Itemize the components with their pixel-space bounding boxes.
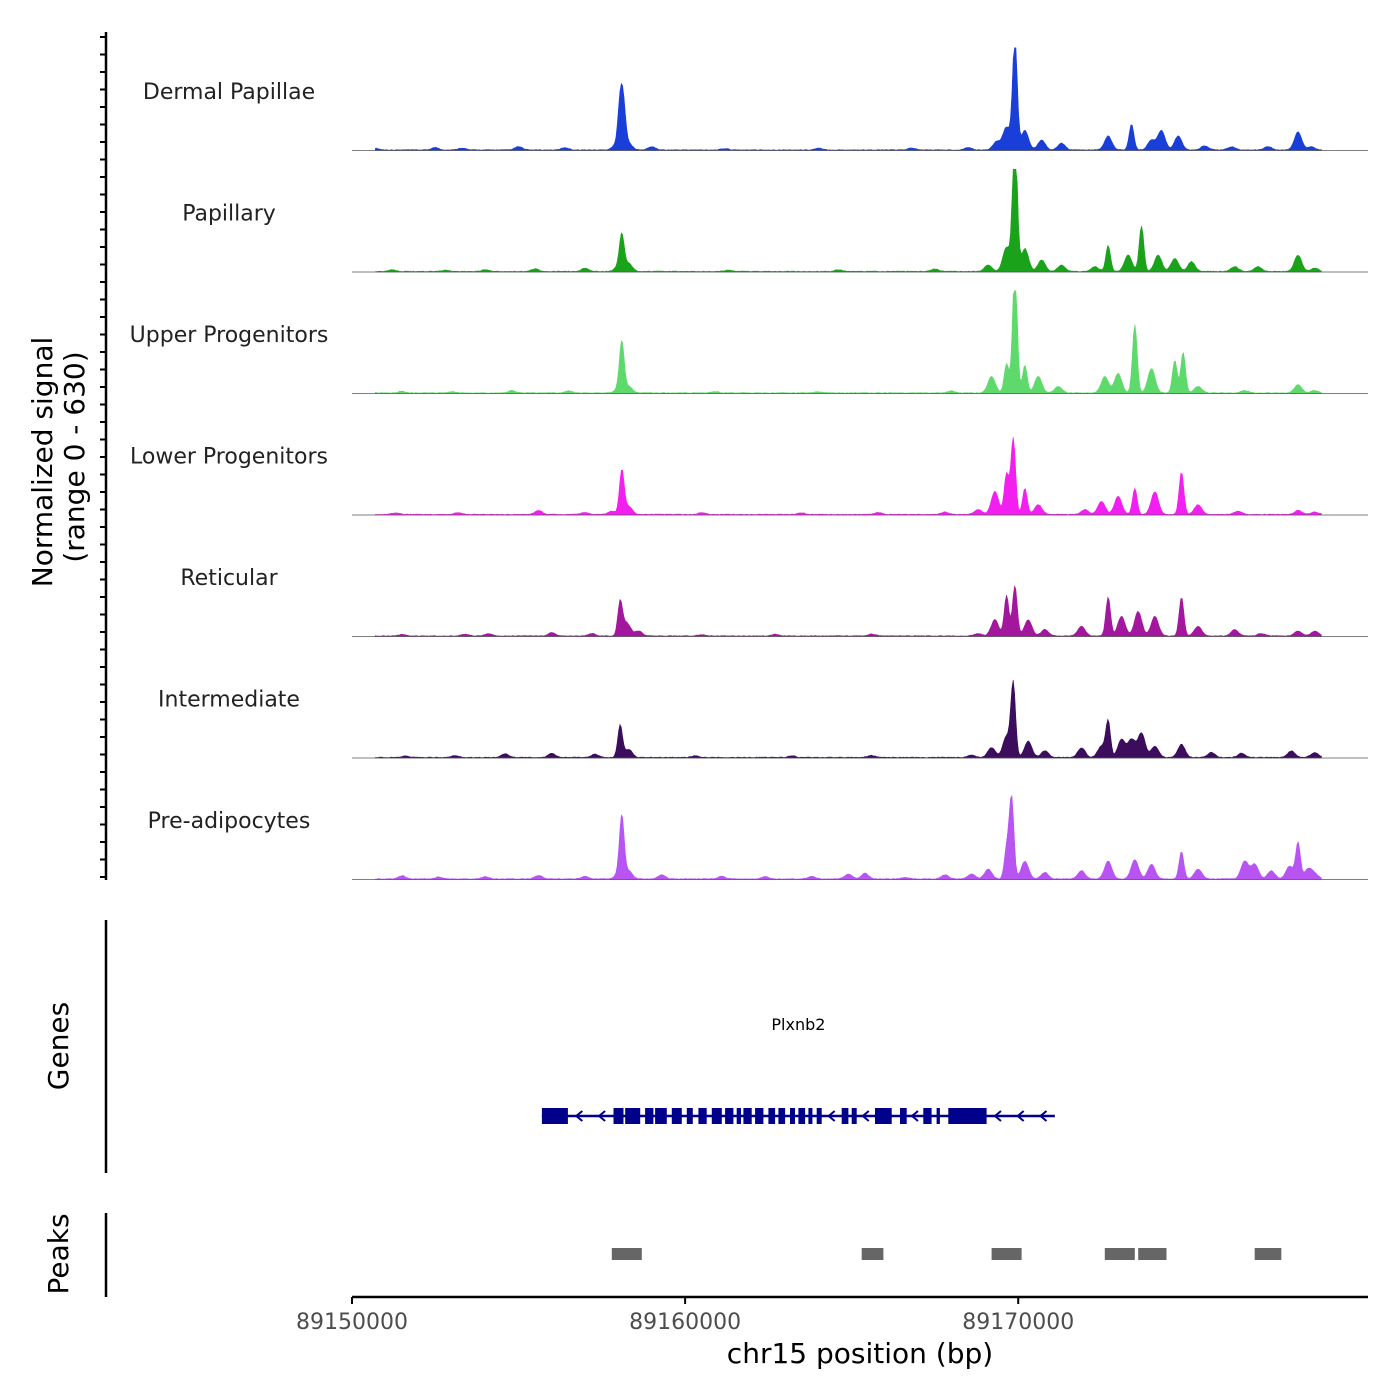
gene-exon (625, 1108, 641, 1124)
track-5: Intermediate (158, 679, 1368, 759)
gene-exon (671, 1108, 682, 1124)
track-label: Lower Progenitors (130, 445, 328, 470)
gene-exon (755, 1108, 764, 1124)
gene-exon (698, 1108, 707, 1124)
gene-exon (743, 1108, 752, 1124)
gene-exon (725, 1108, 734, 1124)
gene-exon (841, 1108, 849, 1124)
track-4: Reticular (180, 566, 1368, 637)
coverage-area (375, 794, 1322, 880)
gene-name-label: Plxnb2 (771, 1015, 825, 1034)
peak-region (1138, 1248, 1167, 1260)
strand-arrow (1038, 1110, 1048, 1122)
strand-arrow (1016, 1110, 1025, 1122)
track-label: Upper Progenitors (130, 323, 329, 348)
gene-exon (923, 1108, 932, 1124)
peaks-panel-label: Peaks (42, 1213, 75, 1294)
gene-exon (900, 1108, 907, 1124)
gene-exon (736, 1108, 741, 1124)
gene-exon (645, 1108, 654, 1124)
track-label: Intermediate (158, 688, 300, 713)
gene-exon (768, 1108, 776, 1124)
x-tick-label: 89160000 (629, 1310, 741, 1335)
gene-exon (851, 1108, 857, 1124)
track-2: Upper Progenitors (130, 290, 1368, 394)
gene-exon (711, 1108, 722, 1124)
strand-arrow (827, 1110, 836, 1122)
gene-exon (655, 1108, 667, 1124)
strand-arrow (574, 1110, 583, 1122)
gene-exon (948, 1108, 987, 1124)
peak-regions (611, 1248, 1282, 1260)
strand-arrow (993, 1110, 1002, 1122)
peak-region (611, 1248, 642, 1260)
peak-region (1104, 1248, 1135, 1260)
gene-exon (798, 1108, 806, 1124)
strand-arrow (861, 1110, 870, 1122)
track-label: Dermal Papillae (143, 80, 315, 105)
coverage-area (375, 290, 1322, 394)
gene-exon (790, 1108, 795, 1124)
track-6: Pre-adipocytes (148, 794, 1368, 880)
strand-arrow (910, 1110, 919, 1122)
coverage-area (375, 585, 1322, 637)
track-1: Papillary (182, 169, 1368, 273)
x-axis-ticks: 89150000 89160000 89170000 (296, 1297, 1074, 1335)
strand-arrow (597, 1110, 606, 1122)
coverage-area (375, 169, 1322, 273)
gene-exon (686, 1108, 693, 1124)
y-axis-title-line1: Normalized signal (26, 337, 59, 588)
coverage-tracks: Dermal Papillae Papillary Upper Progenitor… (130, 47, 1368, 880)
signal-y-ticks (100, 36, 106, 878)
gene-exon (816, 1108, 822, 1124)
peak-region (861, 1248, 884, 1260)
gene-exon (541, 1108, 568, 1124)
peak-region (1254, 1248, 1282, 1260)
gene-exon (613, 1108, 624, 1124)
coverage-area (375, 437, 1322, 516)
track-label: Pre-adipocytes (148, 809, 311, 834)
genes-panel-label: Genes (42, 1002, 75, 1090)
coverage-area (375, 47, 1322, 151)
track-3: Lower Progenitors (130, 437, 1368, 516)
coverage-area (375, 679, 1322, 759)
gene-exon (936, 1108, 940, 1124)
x-tick-label: 89170000 (962, 1310, 1074, 1335)
gene-exon (808, 1108, 813, 1124)
x-axis-title: chr15 position (bp) (727, 1337, 993, 1370)
gene-exon (875, 1108, 892, 1124)
peak-region (991, 1248, 1022, 1260)
gene-exon (778, 1108, 786, 1124)
track-0: Dermal Papillae (143, 47, 1368, 151)
track-label: Reticular (180, 566, 278, 591)
gene-model (541, 1108, 1055, 1124)
track-label: Papillary (182, 202, 276, 227)
x-tick-label: 89150000 (296, 1310, 408, 1335)
y-axis-title-line2: (range 0 - 630) (58, 351, 91, 562)
